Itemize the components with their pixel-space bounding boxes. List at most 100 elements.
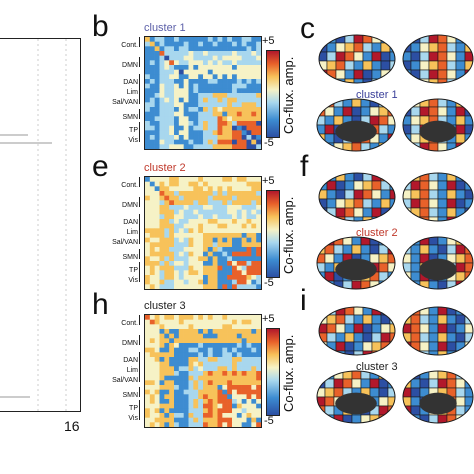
matrix-cell xyxy=(241,74,247,80)
matrix-cell xyxy=(236,88,242,94)
matrix-cell xyxy=(232,422,238,427)
parcel xyxy=(317,371,326,380)
matrix-cell xyxy=(198,389,204,395)
matrix-cell xyxy=(251,181,257,187)
matrix-cell xyxy=(154,88,160,94)
matrix-cell xyxy=(154,361,160,367)
matrix-cell xyxy=(212,88,218,94)
matrix-cell xyxy=(251,74,257,80)
matrix-cell xyxy=(178,79,184,84)
matrix-cell xyxy=(178,343,184,348)
parcel xyxy=(360,244,371,255)
parcel xyxy=(389,307,395,316)
matrix-cell xyxy=(212,251,218,257)
parcel xyxy=(410,42,421,53)
matrix-cell xyxy=(198,265,204,271)
matrix-cell xyxy=(212,139,218,145)
matrix-cell xyxy=(246,408,252,414)
matrix-cell xyxy=(203,233,209,238)
parcel xyxy=(317,414,326,423)
matrix-cell xyxy=(174,97,180,103)
matrix-cell xyxy=(241,191,247,196)
parcel xyxy=(455,106,466,117)
matrix-cell xyxy=(236,389,242,395)
matrix-cell xyxy=(222,389,228,395)
matrix-cell xyxy=(154,422,160,427)
matrix-cell xyxy=(222,352,228,358)
matrix-cell xyxy=(145,237,151,243)
parcel xyxy=(380,332,391,343)
matrix-cell xyxy=(227,361,233,367)
matrix-cell xyxy=(159,333,165,339)
matrix-cell xyxy=(188,319,194,325)
matrix-cell xyxy=(169,60,175,66)
matrix-cell xyxy=(159,130,165,136)
matrix-cell xyxy=(154,65,160,70)
matrix-cell xyxy=(145,186,151,192)
matrix-cell xyxy=(232,394,238,400)
matrix-cell xyxy=(188,83,194,89)
matrix-cell xyxy=(198,144,204,149)
matrix-cell xyxy=(164,389,170,395)
matrix-cell xyxy=(164,247,170,252)
matrix-cell xyxy=(251,41,257,47)
matrix-cell xyxy=(149,333,155,339)
matrix-cell xyxy=(164,284,170,289)
parcel xyxy=(344,42,355,53)
parcel xyxy=(326,332,337,343)
matrix-cell xyxy=(145,181,151,187)
parcel xyxy=(387,414,395,423)
parcel xyxy=(455,387,466,398)
colorbar-max: +5 xyxy=(262,175,275,187)
parcel xyxy=(317,99,326,108)
network-bracket xyxy=(139,271,143,282)
matrix-cell xyxy=(169,135,175,140)
network-bracket xyxy=(139,400,143,411)
matrix-cell xyxy=(217,223,223,229)
matrix-cell xyxy=(222,403,228,409)
matrix-cell xyxy=(164,51,170,56)
parcel xyxy=(437,244,448,255)
matrix-cell xyxy=(178,279,184,285)
parcel xyxy=(437,60,448,71)
parcel xyxy=(446,207,457,218)
matrix-cell xyxy=(193,107,199,112)
matrix-cell xyxy=(217,116,223,122)
matrix-cell xyxy=(193,111,199,117)
matrix-cell xyxy=(183,195,189,201)
matrix-cell xyxy=(178,403,184,409)
matrix-cell xyxy=(193,60,199,66)
matrix-cell xyxy=(169,338,175,344)
matrix-cell xyxy=(246,181,252,187)
matrix-cell xyxy=(164,357,170,362)
parcel xyxy=(353,69,364,80)
matrix-cell xyxy=(227,375,233,381)
matrix-cell xyxy=(217,329,223,334)
matrix-cell xyxy=(256,135,261,140)
matrix-cell xyxy=(222,385,228,390)
parcel xyxy=(344,216,355,221)
matrix-cell xyxy=(183,275,189,280)
matrix-cell xyxy=(203,130,209,136)
matrix-cell xyxy=(169,417,175,423)
matrix-cell xyxy=(193,214,199,220)
matrix-cell xyxy=(207,200,213,206)
matrix-cell xyxy=(241,116,247,122)
matrix-cell xyxy=(232,251,238,257)
matrix-cell xyxy=(154,366,160,372)
matrix-cell xyxy=(256,200,261,206)
matrix-cell xyxy=(174,237,180,243)
matrix-cell xyxy=(154,93,160,98)
parcel xyxy=(410,115,421,126)
matrix-cell xyxy=(217,242,223,248)
matrix-cell xyxy=(212,74,218,80)
matrix-cell xyxy=(154,242,160,248)
matrix-cell xyxy=(183,139,189,145)
matrix-cell xyxy=(198,219,204,224)
matrix-cell xyxy=(149,343,155,348)
matrix-cell xyxy=(256,69,261,75)
parcel xyxy=(380,180,391,191)
parcel xyxy=(371,51,382,62)
matrix-cell xyxy=(154,352,160,358)
matrix-cell xyxy=(227,315,233,320)
